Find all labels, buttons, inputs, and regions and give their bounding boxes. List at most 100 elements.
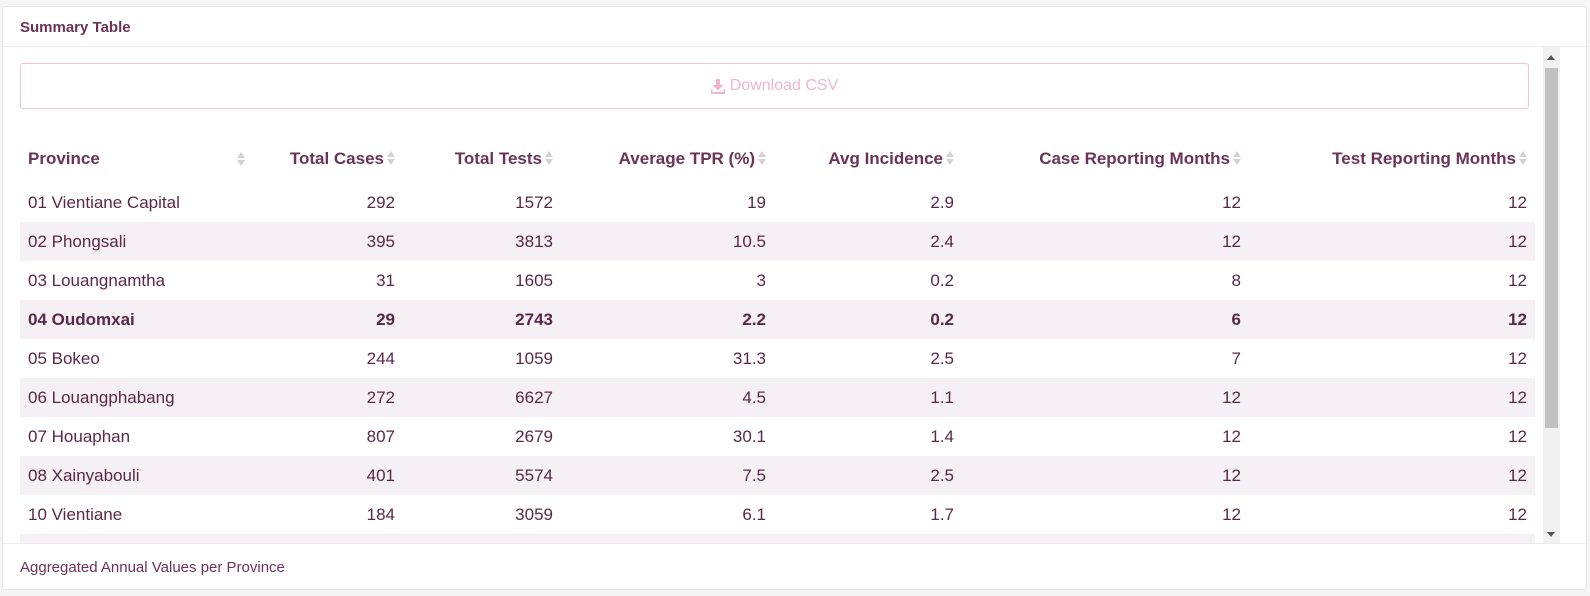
cell-total-cases: 272 [243, 378, 403, 417]
download-icon [710, 78, 725, 94]
table-row: 01 Vientiane Capital 292 1572 19 2.9 12 … [20, 183, 1535, 222]
sort-icon [1519, 150, 1527, 166]
cell-total-cases: 29 [243, 300, 403, 339]
download-csv-button[interactable]: Download CSV [20, 63, 1529, 109]
cell-average-tpr: 19 [747, 192, 766, 212]
cell-province: 08 Xainyabouli [20, 456, 243, 495]
cell-empty [20, 534, 243, 543]
cell-test-reporting-months: 12 [1249, 378, 1535, 417]
summary-table-card: Summary Table Download CSV Province [2, 6, 1587, 590]
table-row: 03 Louangnamtha 31 1605 3 0.2 8 12 [20, 261, 1535, 300]
cell-total-tests: 1572 [515, 192, 553, 212]
table-row: 05 Bokeo 244 1059 31.3 2.5 7 12 [20, 339, 1535, 378]
column-header-label: Case Reporting Months [1039, 149, 1230, 168]
cell-total-cases: 292 [366, 192, 395, 212]
column-header-average-tpr[interactable]: Average TPR (%) [561, 135, 774, 183]
cell-total-cases: 401 [243, 456, 403, 495]
cell-empty [243, 534, 403, 543]
table-header-row: Province Total Cases Total Tests Average… [20, 135, 1535, 183]
cell-avg-incidence: 2.5 [930, 348, 954, 368]
column-header-label: Total Cases [289, 149, 384, 168]
cell-empty [1249, 534, 1535, 543]
cell-total-cases: 31 [376, 270, 395, 290]
scroll-down-arrow-icon[interactable] [1547, 532, 1555, 537]
cell-average-tpr: 30.1 [732, 426, 766, 446]
table-row: 02 Phongsali 395 3813 10.5 2.4 12 12 [20, 222, 1535, 261]
cell-average-tpr: 31.3 [732, 348, 766, 368]
cell-test-reporting-months: 12 [1249, 222, 1535, 261]
sort-icon [545, 150, 553, 166]
scroll-up-arrow-icon[interactable] [1547, 55, 1555, 60]
cell-empty [774, 534, 962, 543]
cell-total-cases: 395 [243, 222, 403, 261]
cell-total-tests: 3059 [515, 504, 553, 524]
column-header-label: Test Reporting Months [1332, 149, 1516, 168]
table-row: 07 Houaphan 807 2679 30.1 1.4 12 12 [20, 417, 1535, 456]
card-body: Download CSV Province Total Cases [3, 47, 1586, 543]
cell-total-tests: 1059 [515, 348, 553, 368]
cell-avg-incidence: 1.7 [930, 504, 954, 524]
cell-province: 10 Vientiane [28, 504, 123, 524]
column-header-label: Province [28, 149, 100, 168]
cell-province: 03 Louangnamtha [28, 270, 166, 290]
cell-average-tpr: 4.5 [561, 378, 774, 417]
cell-total-cases: 807 [366, 426, 395, 446]
table-row-highlighted: 04 Oudomxai 29 2743 2.2 0.2 6 12 [20, 300, 1535, 339]
sort-icon [946, 150, 954, 166]
table-row [20, 534, 1535, 543]
cell-case-reporting-months: 12 [1222, 426, 1241, 446]
table-row: 06 Louangphabang 272 6627 4.5 1.1 12 12 [20, 378, 1535, 417]
vertical-scrollbar[interactable] [1543, 47, 1560, 543]
sort-icon [387, 150, 395, 166]
card-header: Summary Table [3, 7, 1586, 47]
sort-icon [1233, 150, 1241, 166]
cell-average-tpr: 7.5 [561, 456, 774, 495]
column-header-avg-incidence[interactable]: Avg Incidence [774, 135, 962, 183]
scrollbar-thumb[interactable] [1545, 68, 1558, 428]
cell-province: 04 Oudomxai [20, 300, 243, 339]
cell-case-reporting-months: 8 [1231, 270, 1241, 290]
cell-province: 07 Houaphan [28, 426, 131, 446]
cell-test-reporting-months: 12 [1508, 270, 1527, 290]
cell-total-cases: 184 [366, 504, 395, 524]
cell-test-reporting-months: 12 [1249, 300, 1535, 339]
column-header-case-reporting-months[interactable]: Case Reporting Months [962, 135, 1249, 183]
cell-average-tpr: 10.5 [561, 222, 774, 261]
summary-table: Province Total Cases Total Tests Average… [20, 135, 1535, 543]
cell-empty [561, 534, 774, 543]
column-header-test-reporting-months[interactable]: Test Reporting Months [1249, 135, 1535, 183]
cell-test-reporting-months: 12 [1508, 192, 1527, 212]
cell-total-tests: 6627 [403, 378, 561, 417]
card-footer: Aggregated Annual Values per Province [3, 543, 1586, 589]
cell-avg-incidence: 2.9 [930, 192, 954, 212]
cell-test-reporting-months: 12 [1508, 504, 1527, 524]
cell-case-reporting-months: 12 [1222, 504, 1241, 524]
column-header-total-tests[interactable]: Total Tests [403, 135, 561, 183]
cell-province: 02 Phongsali [20, 222, 243, 261]
table-row: 08 Xainyabouli 401 5574 7.5 2.5 12 12 [20, 456, 1535, 495]
column-header-total-cases[interactable]: Total Cases [243, 135, 403, 183]
column-header-province[interactable]: Province [20, 135, 245, 183]
cell-avg-incidence: 0.2 [930, 270, 954, 290]
download-csv-label: Download CSV [729, 77, 839, 94]
cell-total-tests: 5574 [403, 456, 561, 495]
cell-avg-incidence: 0.2 [774, 300, 962, 339]
cell-case-reporting-months: 12 [962, 222, 1249, 261]
footer-caption: Aggregated Annual Values per Province [20, 559, 285, 576]
cell-test-reporting-months: 12 [1249, 456, 1535, 495]
cell-case-reporting-months: 12 [1222, 192, 1241, 212]
cell-total-tests: 3813 [403, 222, 561, 261]
sort-icon [758, 150, 766, 166]
cell-case-reporting-months: 12 [962, 378, 1249, 417]
cell-test-reporting-months: 12 [1508, 426, 1527, 446]
cell-province: 06 Louangphabang [20, 378, 243, 417]
cell-total-tests: 2743 [403, 300, 561, 339]
cell-province: 01 Vientiane Capital [28, 192, 180, 212]
cell-total-tests: 1605 [515, 270, 553, 290]
column-header-label: Avg Incidence [828, 149, 943, 168]
cell-empty [403, 534, 561, 543]
cell-avg-incidence: 1.4 [930, 426, 954, 446]
column-header-label: Average TPR (%) [618, 149, 755, 168]
cell-province: 05 Bokeo [28, 348, 100, 368]
cell-case-reporting-months: 12 [962, 456, 1249, 495]
